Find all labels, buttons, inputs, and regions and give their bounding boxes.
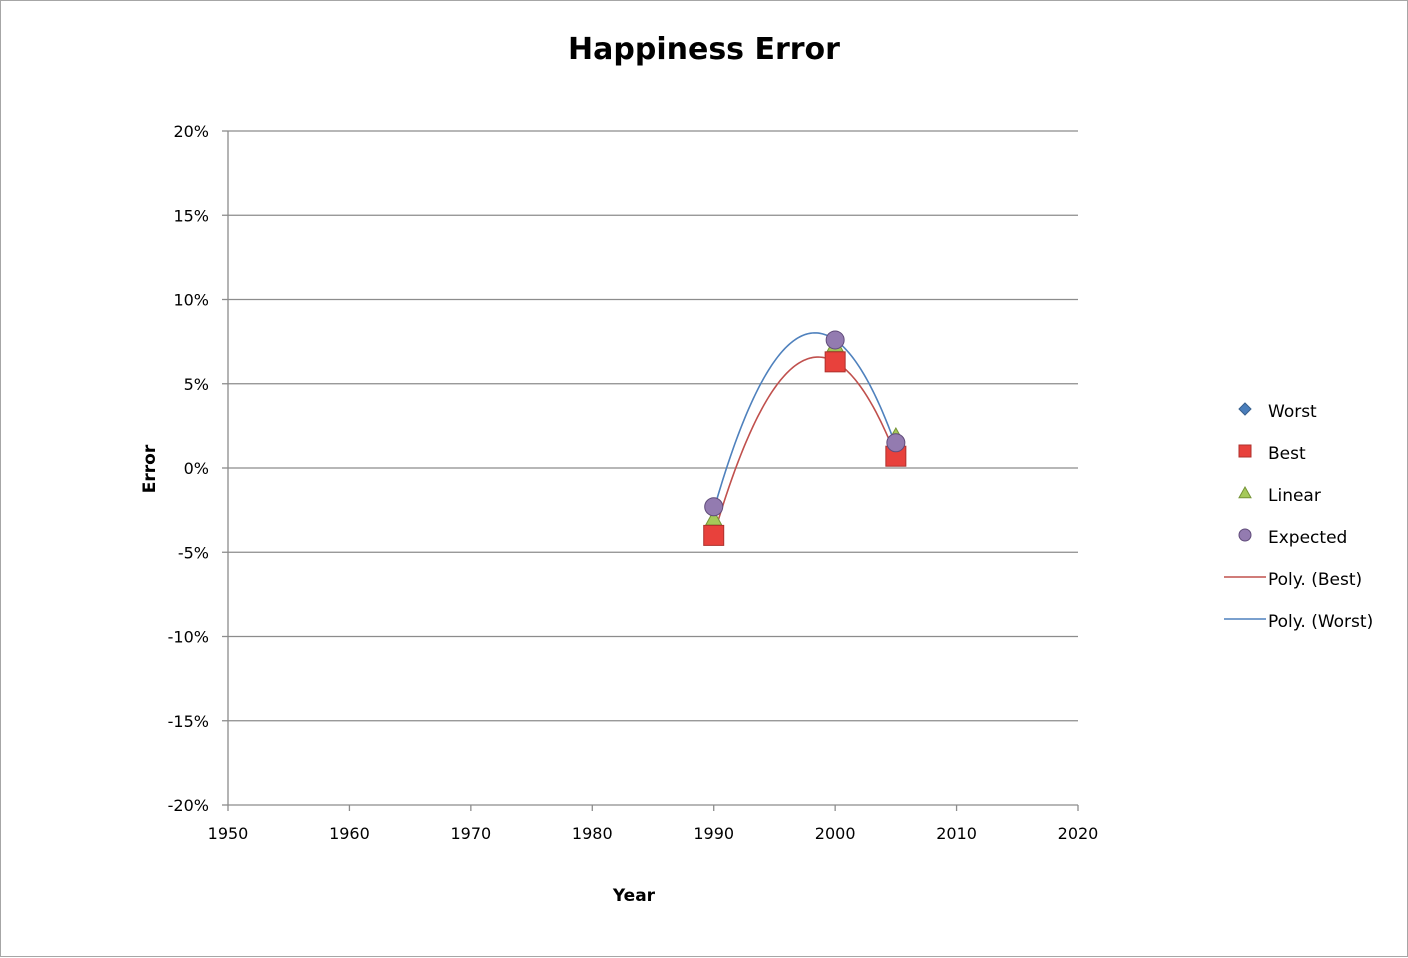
point-best-0 bbox=[703, 524, 725, 546]
trendline-poly-best-0 bbox=[712, 356, 897, 536]
legend-label-best-1: Best bbox=[1268, 444, 1306, 464]
x-tick-label: 2010 bbox=[936, 824, 977, 843]
legend-label-expected-3: Expected bbox=[1268, 528, 1347, 548]
x-tick-label: 1970 bbox=[450, 824, 491, 843]
legend-label-poly-best-0: Poly. (Best) bbox=[1268, 570, 1362, 590]
legend-label-poly-worst-1: Poly. (Worst) bbox=[1268, 612, 1373, 632]
x-tick-label: 1990 bbox=[693, 824, 734, 843]
y-tick-label: 20% bbox=[173, 122, 209, 141]
chart-title: Happiness Error bbox=[568, 32, 840, 67]
legend-label-worst-0: Worst bbox=[1268, 402, 1317, 422]
x-tick-label: 2000 bbox=[815, 824, 856, 843]
x-axis-title: Year bbox=[612, 886, 656, 906]
trendlines bbox=[712, 332, 897, 536]
y-tick-label: -5% bbox=[178, 543, 209, 562]
legend-marker-worst-0 bbox=[1238, 402, 1252, 416]
x-tick-label: 1980 bbox=[572, 824, 613, 843]
point-expected-2 bbox=[886, 433, 906, 453]
legend: Worst Best Linear Expected Poly. (Best) Poly.… bbox=[1224, 402, 1373, 632]
y-axis-title: Error bbox=[140, 444, 160, 493]
y-tick-label: 15% bbox=[173, 206, 209, 225]
point-expected-1 bbox=[825, 330, 845, 350]
y-tick-label: -20% bbox=[168, 796, 209, 815]
point-best-1 bbox=[824, 351, 846, 373]
legend-marker-best-1 bbox=[1238, 444, 1252, 458]
y-tick-label: 0% bbox=[184, 459, 209, 478]
x-tick-label: 1960 bbox=[329, 824, 370, 843]
legend-label-linear-2: Linear bbox=[1268, 486, 1321, 506]
y-tick-label: -15% bbox=[168, 712, 209, 731]
x-tick-label: 1950 bbox=[208, 824, 249, 843]
point-expected-0 bbox=[704, 497, 724, 517]
legend-marker-expected-3 bbox=[1238, 528, 1252, 542]
y-tick-label: -10% bbox=[168, 628, 209, 647]
gridlines bbox=[228, 130, 1078, 806]
x-tick-label: 2020 bbox=[1058, 824, 1099, 843]
trendline-poly-worst-1 bbox=[712, 332, 897, 511]
y-tick-label: 5% bbox=[184, 375, 209, 394]
legend-marker-linear-2 bbox=[1238, 485, 1252, 499]
data-markers bbox=[703, 330, 907, 546]
axes: -20% -15% -10% -5% 0% 5% 10% 15% 20% 1950 1960 1970… bbox=[168, 122, 1099, 843]
y-tick-label: 10% bbox=[173, 291, 209, 310]
